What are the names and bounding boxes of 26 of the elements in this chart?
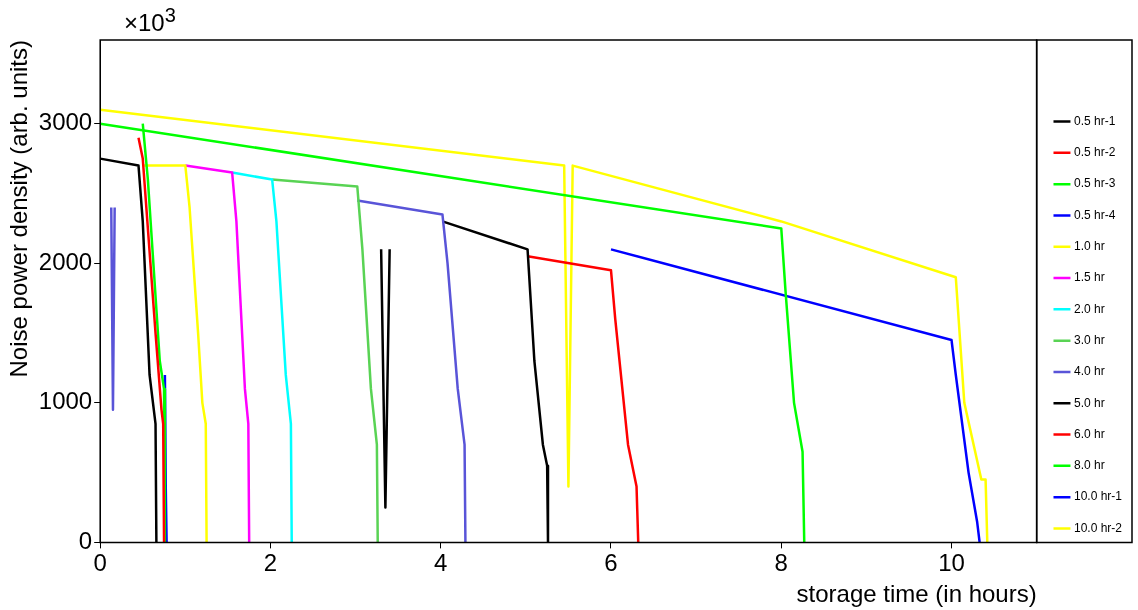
legend-label: 6.0 hr [1073,426,1105,441]
legend-label: 0.5 hr-3 [1073,176,1116,191]
x-tick-label: 8 [774,549,788,577]
text: ×10$^{3}$ [124,4,176,37]
x-tick-label: 10 [938,549,965,577]
legend-label: 3.0 hr [1073,332,1105,347]
x-axis-title: storage time (in hours) [796,580,1037,608]
legend-label: 4.0 hr [1073,364,1105,379]
x-tick-label: 4 [434,549,448,577]
legend-label: 1.5 hr [1073,270,1105,285]
y-axis-title: Noise power density (arb. units) [5,40,33,378]
y-tick-label: 1000 [38,387,93,415]
legend-label: 8.0 hr [1073,458,1105,473]
y-tick-label: 3000 [38,108,93,136]
legend-label: 0.5 hr-1 [1073,113,1116,128]
legend-label: 5.0 hr [1073,395,1105,410]
y-tick-label: 2000 [38,247,93,275]
y-tick-label: 0 [78,527,93,555]
legend-label: 1.0 hr [1073,239,1105,254]
legend-label: 0.5 hr-2 [1073,145,1116,160]
legend-label: 10.0 hr-2 [1073,520,1123,535]
legend-label: 2.0 hr [1073,301,1105,316]
legend-label: 10.0 hr-1 [1073,489,1123,504]
x-tick-label: 6 [604,549,618,577]
legend-label: 0.5 hr-4 [1073,207,1116,222]
x-tick-label: 2 [263,549,278,577]
